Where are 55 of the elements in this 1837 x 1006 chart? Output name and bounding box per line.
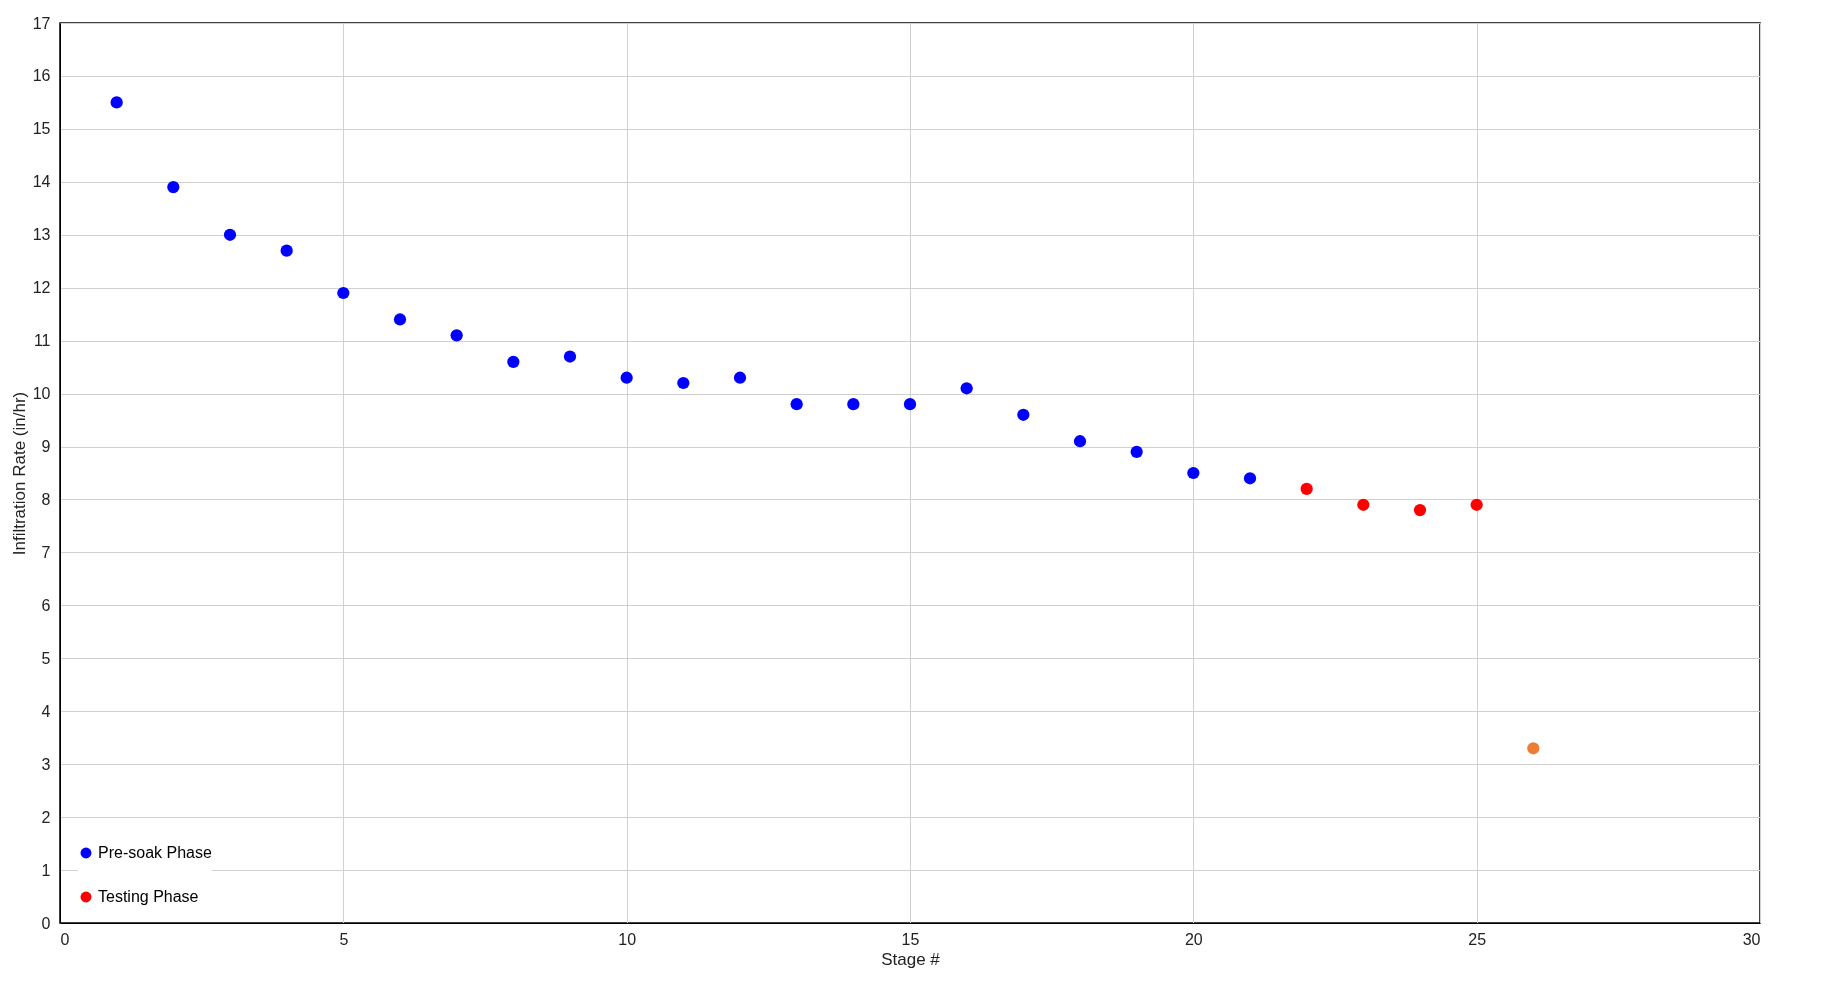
point (733, 371, 747, 384)
point (110, 96, 123, 109)
y-tick-label: 16 (32, 67, 51, 85)
point (1300, 482, 1313, 495)
y-tick-label: 4 (41, 702, 51, 720)
y-tick-label: 17 (32, 14, 51, 32)
point (847, 398, 860, 411)
x-tick-label: 15 (901, 930, 920, 948)
point (223, 228, 237, 241)
point (1130, 445, 1143, 458)
point (280, 244, 293, 257)
point (563, 350, 577, 363)
y-axis-title: Infiltration Rate (in/hr) (9, 391, 29, 556)
x-tick-label: 5 (339, 930, 349, 948)
y-tick-label: 14 (32, 173, 51, 191)
y-tick-label: 0 (41, 914, 51, 932)
legend-label: Testing Phase (98, 888, 199, 905)
point (1527, 742, 1540, 755)
y-tick-label: 1 (41, 861, 51, 879)
y-tick-label: 2 (41, 808, 51, 826)
y-tick-label: 6 (41, 596, 51, 614)
x-tick-label: 25 (1468, 930, 1487, 948)
y-tick-label: 12 (32, 279, 51, 297)
point (1470, 498, 1483, 511)
legend-label: Pre-soak Phase (98, 844, 212, 861)
y-tick-label: 5 (41, 649, 51, 667)
point (790, 398, 803, 411)
point (507, 355, 520, 368)
point (167, 181, 180, 194)
point (337, 286, 350, 300)
y-tick-label: 13 (32, 226, 51, 244)
point (1187, 466, 1200, 480)
y-tick-label: 9 (41, 438, 51, 456)
point (1357, 498, 1370, 511)
y-tick-label: 15 (32, 120, 51, 138)
point (960, 382, 973, 395)
y-tick-label: 8 (41, 490, 51, 508)
point (393, 313, 407, 326)
point (1073, 435, 1087, 448)
point (1413, 503, 1427, 517)
point (450, 329, 463, 342)
x-tick-label: 10 (618, 930, 637, 948)
x-axis-title: Stage # (881, 949, 941, 969)
y-tick-label: 3 (41, 755, 51, 773)
x-tick-label: 0 (60, 930, 70, 948)
x-tick-label: 20 (1184, 930, 1203, 948)
point (1243, 472, 1257, 485)
point (903, 398, 917, 411)
point (620, 371, 633, 384)
point (677, 376, 690, 390)
y-tick-label: 10 (32, 385, 51, 403)
y-tick-label: 11 (33, 332, 51, 350)
point (1017, 408, 1030, 421)
x-tick-label: 30 (1742, 930, 1761, 948)
y-tick-label: 7 (41, 543, 51, 561)
